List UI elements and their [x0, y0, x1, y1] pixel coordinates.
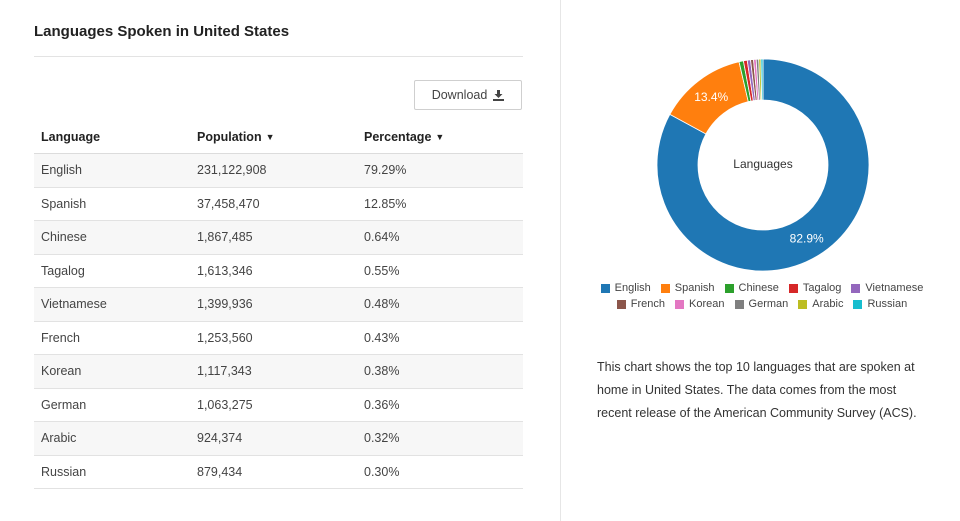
- table-row: Spanish 37,458,470 12.85%: [34, 187, 523, 221]
- legend-label: Tagalog: [802, 282, 842, 294]
- legend-label: Vietnamese: [865, 282, 924, 294]
- cell-language: German: [34, 388, 190, 422]
- legend-swatch: [675, 299, 685, 309]
- table-row: Korean 1,117,343 0.38%: [34, 354, 523, 389]
- header-population[interactable]: Population ▼: [190, 120, 357, 154]
- cell-population: 1,253,560: [190, 321, 357, 355]
- panel-divider: [560, 0, 561, 521]
- legend-item-german[interactable]: German: [734, 297, 789, 311]
- cell-percentage: 0.36%: [357, 388, 523, 422]
- cell-language: Spanish: [34, 187, 190, 221]
- slice-label-english: 82.9%: [790, 231, 824, 245]
- table-row: Chinese 1,867,485 0.64%: [34, 220, 523, 255]
- legend-swatch: [724, 283, 734, 293]
- legend-swatch: [734, 299, 744, 309]
- cell-population: 231,122,908: [190, 153, 357, 188]
- legend-item-tagalog[interactable]: Tagalog: [788, 281, 842, 295]
- cell-language: Korean: [34, 354, 190, 389]
- languages-table: Language Population ▼ Percentage ▼ English…: [34, 120, 523, 489]
- cell-language: Tagalog: [34, 254, 190, 288]
- cell-language: French: [34, 321, 190, 355]
- download-button[interactable]: Download: [414, 80, 522, 110]
- legend-swatch: [600, 283, 610, 293]
- legend-item-chinese[interactable]: Chinese: [724, 281, 779, 295]
- legend-swatch: [788, 283, 798, 293]
- legend-swatch: [853, 299, 863, 309]
- cell-population: 1,399,936: [190, 287, 357, 322]
- title-divider: [34, 56, 523, 57]
- cell-population: 1,613,346: [190, 254, 357, 288]
- donut-chart: 82.9% 13.4% Languages: [561, 0, 960, 340]
- legend-item-english[interactable]: English: [600, 281, 651, 295]
- legend-label: Arabic: [812, 298, 844, 310]
- download-icon: [493, 89, 505, 101]
- legend-item-vietnamese[interactable]: Vietnamese: [851, 281, 923, 295]
- legend-item-korean[interactable]: Korean: [675, 297, 725, 311]
- legend-swatch: [851, 283, 861, 293]
- cell-population: 1,063,275: [190, 388, 357, 422]
- table-row: German 1,063,275 0.36%: [34, 388, 523, 422]
- legend-swatch: [660, 283, 670, 293]
- cell-population: 1,867,485: [190, 220, 357, 255]
- page-title: Languages Spoken in United States: [34, 23, 290, 40]
- download-label: Download: [431, 88, 488, 102]
- legend-label: German: [748, 298, 789, 310]
- cell-population: 924,374: [190, 421, 357, 456]
- table-panel: Languages Spoken in United States Downlo…: [34, 23, 523, 489]
- legend-item-arabic[interactable]: Arabic: [798, 297, 843, 311]
- legend-label: Spanish: [674, 282, 715, 294]
- cell-percentage: 0.43%: [357, 321, 523, 355]
- cell-percentage: 0.64%: [357, 220, 523, 255]
- table-row: Russian 879,434 0.30%: [34, 455, 523, 489]
- slice-label-spanish: 13.4%: [694, 90, 728, 104]
- legend-item-french[interactable]: French: [616, 297, 666, 311]
- cell-percentage: 0.32%: [357, 421, 523, 456]
- cell-language: Vietnamese: [34, 287, 190, 322]
- cell-population: 1,117,343: [190, 354, 357, 389]
- legend-label: Russian: [867, 298, 908, 310]
- header-language: Language: [34, 120, 190, 154]
- legend-swatch: [616, 299, 626, 309]
- chart-legend: English Spanish Chinese Tagalog Vietnamese Fr…: [586, 281, 938, 311]
- legend-label: Chinese: [738, 282, 779, 294]
- table-header-row: Language Population ▼ Percentage ▼: [34, 120, 523, 154]
- slice-russian[interactable]: [760, 58, 764, 101]
- cell-percentage: 12.85%: [357, 187, 523, 221]
- cell-percentage: 0.30%: [357, 455, 523, 489]
- sort-caret-icon[interactable]: ▼: [265, 131, 275, 142]
- donut-chart-svg: 82.9% 13.4% Languages: [656, 58, 870, 272]
- table-row: French 1,253,560 0.43%: [34, 321, 523, 355]
- slice-english[interactable]: [656, 58, 870, 272]
- donut-center-label: Languages: [733, 157, 792, 171]
- cell-language: Russian: [34, 455, 190, 489]
- chart-description: This chart shows the top 10 languages th…: [597, 360, 917, 420]
- cell-population: 879,434: [190, 455, 357, 489]
- cell-percentage: 0.55%: [357, 254, 523, 288]
- table-row: Vietnamese 1,399,936 0.48%: [34, 287, 523, 322]
- legend-label: French: [630, 298, 666, 310]
- table-row: Tagalog 1,613,346 0.55%: [34, 254, 523, 288]
- cell-language: English: [34, 153, 190, 188]
- legend-item-russian[interactable]: Russian: [853, 297, 907, 311]
- cell-percentage: 79.29%: [357, 153, 523, 188]
- table-row: Arabic 924,374 0.32%: [34, 421, 523, 456]
- cell-language: Arabic: [34, 421, 190, 456]
- legend-label: Korean: [689, 298, 725, 310]
- cell-percentage: 0.38%: [357, 354, 523, 389]
- cell-population: 37,458,470: [190, 187, 357, 221]
- table-row: English 231,122,908 79.29%: [34, 153, 523, 188]
- legend-swatch: [798, 299, 808, 309]
- legend-label: English: [614, 282, 651, 294]
- legend-item-spanish[interactable]: Spanish: [660, 281, 715, 295]
- cell-language: Chinese: [34, 220, 190, 255]
- sort-caret-icon[interactable]: ▼: [435, 131, 445, 142]
- cell-percentage: 0.48%: [357, 287, 523, 322]
- chart-panel: 82.9% 13.4% Languages English Spanish Chines…: [561, 0, 960, 521]
- header-percentage[interactable]: Percentage ▼: [357, 120, 523, 154]
